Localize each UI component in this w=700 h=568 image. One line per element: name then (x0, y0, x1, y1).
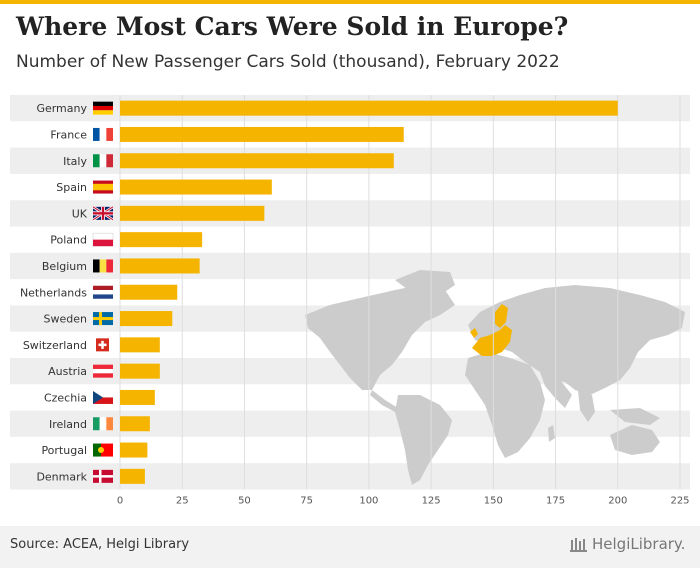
flag-ie-icon (93, 417, 113, 431)
category-label: Portugal (41, 444, 87, 457)
flag-es-icon (93, 180, 113, 194)
x-tick-label: 175 (546, 496, 565, 507)
brand-logo: HelgiLibrary. (570, 535, 685, 553)
bar (120, 153, 394, 169)
category-label: Ireland (49, 418, 87, 431)
bar (120, 442, 148, 458)
continent-shape (610, 408, 660, 425)
category-label: Austria (48, 365, 87, 378)
x-tick-label: 75 (300, 496, 313, 507)
x-tick-label: 150 (484, 496, 503, 507)
bar (120, 284, 178, 300)
category-label: Italy (63, 155, 87, 168)
category-label: France (50, 128, 87, 141)
bar (120, 468, 145, 484)
bar (120, 179, 272, 195)
flag-cz-icon (93, 390, 113, 404)
category-label: Czechia (44, 391, 87, 404)
category-label: Belgium (42, 260, 87, 273)
chart-title: Where Most Cars Were Sold in Europe? (16, 12, 569, 41)
source-note: Source: ACEA, Helgi Library (10, 537, 190, 552)
x-tick-label: 25 (176, 496, 189, 507)
flag-de-icon (93, 101, 113, 115)
category-label: Sweden (44, 313, 87, 326)
x-tick-label: 125 (422, 496, 441, 507)
brand-name: HelgiLibrary. (592, 535, 686, 553)
top-accent-stripe (0, 0, 700, 4)
chart-subtitle: Number of New Passenger Cars Sold (thous… (16, 52, 560, 72)
continent-shape (578, 390, 595, 422)
chart-area: 0 25 50 75 100 125 150 175 200 225 Germany France It… (0, 90, 700, 530)
uk-ireland-highlight (470, 328, 478, 338)
bar (120, 363, 160, 379)
bar (120, 100, 618, 116)
category-label: UK (72, 207, 88, 220)
scandinavia-highlight (495, 304, 508, 328)
category-label: Poland (50, 234, 87, 247)
bar (120, 416, 150, 432)
x-tick-label: 100 (359, 496, 378, 507)
flag-ch-icon (96, 338, 109, 352)
bar (120, 258, 200, 274)
continent-shape (548, 425, 555, 442)
category-label: Netherlands (20, 286, 87, 299)
flag-pl-icon (92, 232, 114, 247)
flag-pt-icon (93, 443, 113, 457)
flag-it-icon (93, 154, 113, 168)
continent-shape (468, 285, 685, 395)
flag-uk-icon (92, 205, 114, 221)
bar-chart: 0 25 50 75 100 125 150 175 200 225 Germany France It… (10, 95, 690, 507)
bar (120, 232, 203, 248)
bar (120, 311, 173, 327)
category-label: Denmark (36, 470, 87, 483)
flag-at-icon (93, 364, 113, 378)
flag-fr-icon (93, 127, 113, 141)
continent-shape (395, 395, 452, 485)
world-map-illustration (305, 270, 685, 485)
bar (120, 126, 404, 142)
continent-shape (370, 390, 398, 412)
category-label: Spain (56, 181, 87, 194)
x-tick-label: 50 (238, 496, 251, 507)
continent-shape (610, 425, 660, 455)
x-tick-label: 200 (608, 496, 627, 507)
europe-highlight (470, 304, 512, 356)
flag-dk-icon (93, 469, 113, 483)
continent-shape (305, 285, 455, 390)
flag-nl-icon (93, 285, 113, 299)
flag-be-icon (93, 259, 113, 273)
bar (120, 389, 155, 405)
europe-mainland-highlight (472, 325, 512, 356)
x-tick-label: 225 (670, 496, 689, 507)
category-label: Switzerland (23, 339, 87, 352)
continent-shape (395, 270, 455, 295)
library-logo-icon (570, 538, 587, 552)
x-tick-label: 0 (117, 496, 123, 507)
category-label: Germany (36, 102, 87, 115)
bar (120, 337, 160, 353)
bar (120, 205, 265, 221)
continent-shape (465, 352, 545, 458)
flag-se-icon (93, 312, 113, 326)
